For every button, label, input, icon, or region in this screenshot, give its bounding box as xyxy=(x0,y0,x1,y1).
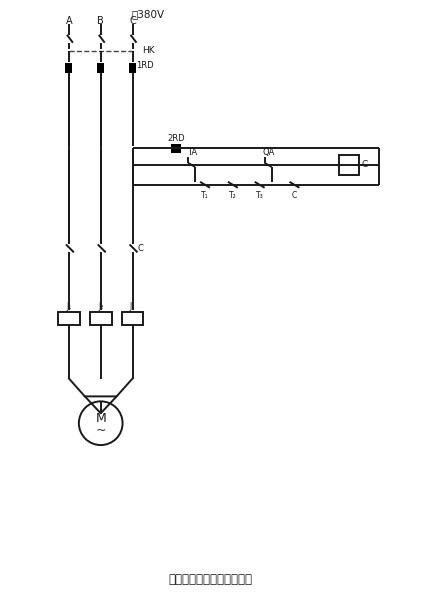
Text: M: M xyxy=(95,412,106,424)
Text: ~: ~ xyxy=(96,424,106,437)
Text: QA: QA xyxy=(262,147,275,157)
Bar xyxy=(97,63,104,72)
Text: 1RD: 1RD xyxy=(136,61,154,70)
Bar xyxy=(58,312,80,325)
Bar xyxy=(129,63,136,72)
Text: T₃: T₃ xyxy=(256,191,264,200)
Text: ～380V: ～380V xyxy=(132,9,165,19)
Bar xyxy=(65,63,72,72)
Text: C: C xyxy=(292,191,297,200)
Text: 采用欠流继电器做断相保护: 采用欠流继电器做断相保护 xyxy=(168,572,253,586)
Bar xyxy=(90,312,112,325)
Text: HK: HK xyxy=(142,46,155,55)
Text: C: C xyxy=(129,16,136,26)
Text: B: B xyxy=(97,16,104,26)
Bar xyxy=(339,155,359,175)
Text: TA: TA xyxy=(187,147,197,157)
Text: J₃: J₃ xyxy=(130,303,135,311)
Bar xyxy=(171,144,181,152)
Bar xyxy=(122,312,144,325)
Text: A: A xyxy=(66,16,72,26)
Text: T₂: T₂ xyxy=(229,191,237,200)
Text: 2RD: 2RD xyxy=(168,133,185,143)
Text: C: C xyxy=(362,160,368,169)
Text: C: C xyxy=(138,244,144,253)
Text: J₁: J₁ xyxy=(67,303,72,311)
Text: J₂: J₂ xyxy=(98,303,104,311)
Text: T₁: T₁ xyxy=(201,191,209,200)
